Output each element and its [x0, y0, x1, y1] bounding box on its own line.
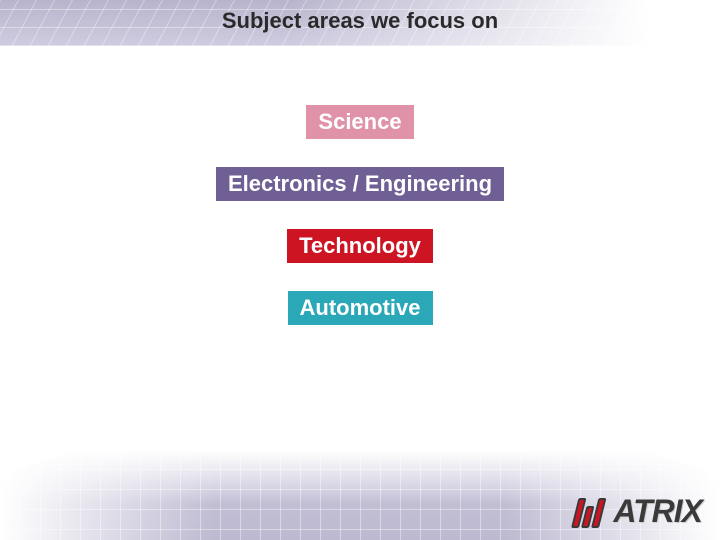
subject-list: Science Electronics / Engineering Technolo…	[0, 105, 720, 325]
matrix-logo-m-icon	[571, 496, 615, 528]
subject-box: Science	[306, 105, 413, 139]
matrix-logo-text: ATRIX	[613, 493, 702, 530]
subject-box: Automotive	[288, 291, 433, 325]
matrix-logo: ATRIX	[575, 493, 702, 530]
subject-box: Electronics / Engineering	[216, 167, 504, 201]
page-title: Subject areas we focus on	[0, 8, 720, 34]
subject-box: Technology	[287, 229, 433, 263]
